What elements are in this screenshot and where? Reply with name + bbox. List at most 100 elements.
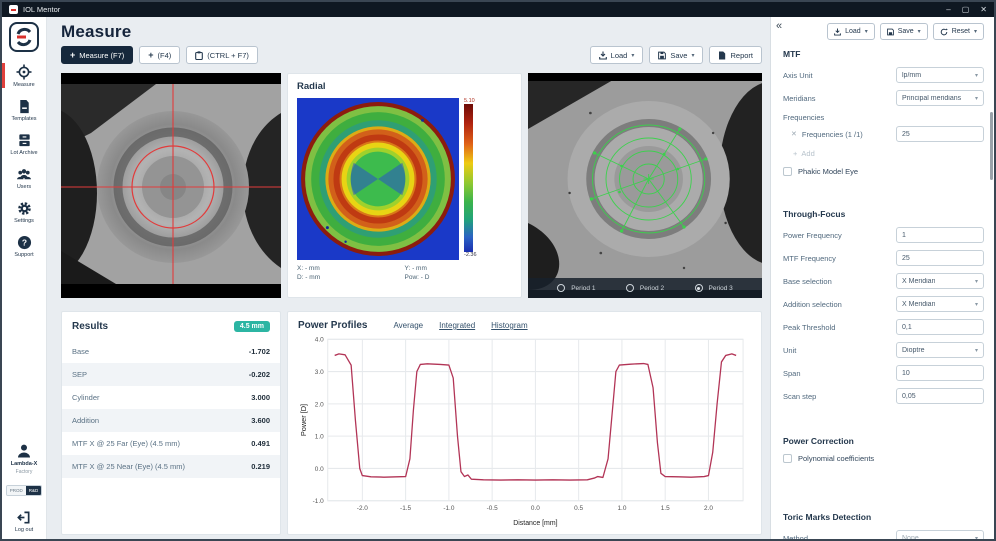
- phakic-model-eye-checkbox-row[interactable]: Phakic Model Eye: [783, 167, 984, 176]
- svg-text:-2.0: -2.0: [357, 505, 368, 512]
- add-label: Add: [801, 149, 814, 158]
- svg-text:3.0: 3.0: [315, 369, 324, 376]
- environment-toggle[interactable]: PROD R&D: [6, 485, 43, 496]
- load-label: Load: [845, 28, 861, 35]
- settings-load-button[interactable]: Load ▾: [827, 23, 875, 40]
- reset-icon: [940, 28, 948, 36]
- base-selection-select[interactable]: X Meridian ▾: [896, 273, 984, 289]
- app-logo-icon: [9, 5, 18, 14]
- quick-measure-button[interactable]: + (F4): [139, 46, 180, 64]
- power-profiles-title: Power Profiles: [298, 320, 367, 331]
- save-button-label: Save: [670, 51, 687, 60]
- peak-threshold-input[interactable]: [896, 319, 984, 335]
- account-subtitle: Factory: [16, 469, 33, 475]
- ctrl-measure-button[interactable]: (CTRL + F7): [186, 46, 258, 64]
- axis-unit-value: lp/mm: [902, 72, 921, 79]
- polynomial-coefficients-checkbox-row[interactable]: Polynomial coefficients: [783, 454, 984, 463]
- settings-save-button[interactable]: Save ▾: [880, 23, 928, 40]
- result-label: Addition: [72, 416, 99, 425]
- chevron-down-icon: ▾: [918, 28, 921, 35]
- axis-unit-select[interactable]: lp/mm ▾: [896, 67, 984, 83]
- chevron-down-icon: ▾: [972, 301, 978, 308]
- results-title: Results: [72, 321, 108, 332]
- chevron-down-icon: ▾: [972, 535, 978, 541]
- result-value: 3.600: [251, 416, 270, 425]
- sidebar-item-support[interactable]: ? Support: [2, 229, 46, 263]
- table-row: Base -1.702: [62, 340, 280, 363]
- frequency-input[interactable]: [896, 126, 984, 142]
- remove-frequency-icon[interactable]: ✕: [791, 130, 797, 138]
- collapse-panel-icon[interactable]: «: [776, 20, 782, 32]
- report-button[interactable]: Report: [709, 46, 762, 64]
- sidebar-item-users[interactable]: Users: [2, 161, 46, 195]
- svg-text:Power [D]: Power [D]: [300, 404, 308, 436]
- peak-threshold-label: Peak Threshold: [783, 323, 835, 332]
- scan-step-label: Scan step: [783, 392, 816, 401]
- span-input[interactable]: [896, 365, 984, 381]
- load-button[interactable]: Load ▾: [590, 46, 644, 64]
- logout-label: Log out: [15, 527, 33, 533]
- measure-button[interactable]: + Measure (F7): [61, 46, 133, 64]
- camera-view-detection[interactable]: Period 1 Period 2 Period 3: [528, 73, 762, 298]
- tab-integrated[interactable]: Integrated: [439, 321, 475, 330]
- lambda-x-logo-icon: [11, 24, 37, 50]
- logout-button[interactable]: Log out: [15, 510, 33, 533]
- meridians-select[interactable]: Principal meridians ▾: [896, 90, 984, 106]
- power-profile-chart[interactable]: -1.00.01.02.03.04.0-2.0-1.5-1.0-0.50.00.…: [298, 333, 751, 528]
- camera-view-crosshair[interactable]: [61, 73, 281, 298]
- radio-icon-selected: [695, 284, 703, 292]
- svg-text:-1.0: -1.0: [443, 505, 454, 512]
- radio-period-2[interactable]: Period 2: [626, 284, 664, 292]
- polynomial-label: Polynomial coefficients: [798, 454, 874, 463]
- svg-text:1.0: 1.0: [315, 433, 324, 440]
- through-focus-section-title: Through-Focus: [783, 209, 984, 219]
- mtf-section-title: MTF: [783, 49, 984, 59]
- maximize-button[interactable]: ▢: [962, 5, 970, 14]
- result-label: MTF X @ 25 Far (Eye) (4.5 mm): [72, 439, 180, 448]
- add-frequency-button[interactable]: + Add: [793, 149, 984, 158]
- sidebar-item-settings[interactable]: Settings: [2, 195, 46, 229]
- radio-period-1[interactable]: Period 1: [557, 284, 595, 292]
- env-option-prod[interactable]: PROD: [7, 486, 26, 495]
- close-button[interactable]: ✕: [980, 5, 987, 14]
- env-option-rnd[interactable]: R&D: [26, 486, 42, 495]
- toric-method-select[interactable]: None ▾: [896, 530, 984, 541]
- main-toolbar: + Measure (F7) + (F4) (CTRL + F7): [61, 46, 762, 64]
- svg-text:-0.5: -0.5: [487, 505, 498, 512]
- chevron-down-icon: ▾: [974, 28, 977, 35]
- tab-average[interactable]: Average: [393, 321, 423, 330]
- minimize-button[interactable]: –: [946, 5, 950, 14]
- sidebar-item-label: Measure: [13, 82, 34, 88]
- archive-icon: [17, 133, 32, 148]
- sidebar-item-lot-archive[interactable]: Lot Archive: [2, 127, 46, 161]
- method-label: Method: [783, 534, 808, 541]
- sidebar-item-measure[interactable]: Measure: [2, 58, 46, 93]
- sidebar-item-label: Lot Archive: [10, 150, 37, 156]
- save-icon: [658, 51, 666, 60]
- mtf-frequency-input[interactable]: [896, 250, 984, 266]
- checkbox-icon[interactable]: [783, 167, 792, 176]
- save-button[interactable]: Save ▾: [649, 46, 703, 64]
- tab-histogram[interactable]: Histogram: [491, 321, 527, 330]
- checkbox-icon[interactable]: [783, 454, 792, 463]
- settings-panel: « Load ▾ Save ▾: [770, 17, 994, 541]
- radio-label: Period 3: [709, 285, 733, 292]
- result-label: SEP: [72, 370, 87, 379]
- unit-select[interactable]: Dioptre ▾: [896, 342, 984, 358]
- scan-step-input[interactable]: [896, 388, 984, 404]
- sidebar-item-templates[interactable]: Templates: [2, 93, 46, 127]
- titlebar: IOL Mentor – ▢ ✕: [2, 2, 994, 17]
- radio-period-3[interactable]: Period 3: [695, 284, 733, 292]
- power-frequency-input[interactable]: [896, 227, 984, 243]
- svg-text:0.5: 0.5: [574, 505, 583, 512]
- radial-power-map[interactable]: [297, 98, 459, 260]
- settings-scrollbar[interactable]: [990, 112, 993, 180]
- chevron-down-icon: ▾: [972, 278, 978, 285]
- addition-selection-select[interactable]: X Meridian ▾: [896, 296, 984, 312]
- clipboard-icon: [195, 51, 203, 60]
- avatar-icon: [16, 443, 32, 459]
- colorbar: [464, 104, 473, 252]
- power-frequency-label: Power Frequency: [783, 231, 842, 240]
- settings-reset-button[interactable]: Reset ▾: [933, 23, 984, 40]
- svg-text:?: ?: [21, 237, 26, 247]
